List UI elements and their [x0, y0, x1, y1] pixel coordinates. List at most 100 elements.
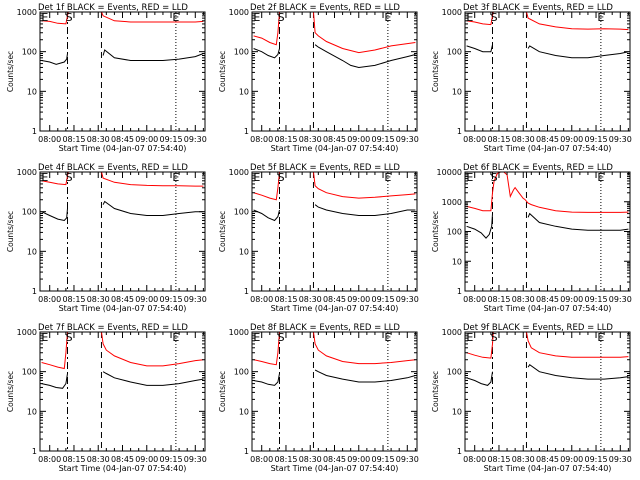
x-axis-label: Start Time (04-Jan-07 07:54:40) — [271, 464, 399, 473]
events-series-line — [253, 48, 280, 59]
y-tick-label: 1 — [32, 287, 37, 296]
events-series-line — [314, 369, 416, 383]
y-tick-label: 100 — [447, 368, 462, 377]
lld-series-line — [101, 172, 204, 187]
series-group — [466, 172, 629, 239]
x-tick-label: 09:15 — [371, 455, 394, 464]
x-tick-label: 09:15 — [159, 455, 182, 464]
lld-series-line — [101, 12, 204, 23]
x-axis-label: Start Time (04-Jan-07 07:54:40) — [484, 144, 612, 153]
marker-s: S — [491, 171, 498, 184]
chart-panel-7: Det 7f BLACK = Events, RED = LLD 1 10 100 10… — [6, 323, 207, 473]
x-tick-label: 08:15 — [274, 135, 297, 144]
lld-series-line — [466, 12, 494, 26]
y-tick-label: 10 — [239, 407, 249, 416]
x-tick-label: 09:15 — [584, 295, 607, 304]
y-tick-label: 1000 — [442, 198, 462, 207]
y-tick-label: 1000 — [17, 328, 37, 337]
x-tick-label: 08:00 — [250, 135, 273, 144]
series-group — [253, 172, 416, 222]
event-lines — [67, 332, 177, 451]
x-tick-label: 08:00 — [463, 135, 486, 144]
marker-s: S — [66, 331, 73, 344]
series-group — [466, 12, 629, 59]
events-series-line — [527, 45, 629, 59]
x-tick-label: 08:45 — [536, 295, 559, 304]
y-tick-label: 10000 — [437, 168, 462, 177]
panel-title: Det 8f BLACK = Events, RED = LLD — [250, 323, 400, 333]
series-group — [41, 172, 204, 222]
marker-e: E — [172, 171, 179, 184]
plot-frame — [464, 11, 631, 132]
y-axis-label: Counts/sec — [6, 371, 15, 412]
y-tick-label: 100 — [234, 208, 249, 217]
x-tick-label: 09:00 — [135, 295, 158, 304]
x-tick-label: 09:30 — [184, 455, 207, 464]
lld-series-line — [253, 172, 280, 201]
y-tick-label: 100 — [234, 368, 249, 377]
x-tick-label: 09:00 — [560, 135, 583, 144]
x-tick-label: 09:00 — [560, 455, 583, 464]
x-tick-label: 09:00 — [135, 135, 158, 144]
y-tick-label: 1000 — [442, 328, 462, 337]
panel-title: Det 3f BLACK = Events, RED = LLD — [463, 3, 613, 13]
x-tick-label: 08:15 — [274, 455, 297, 464]
x-tick-label: 08:15 — [62, 135, 85, 144]
y-tick-label: 10 — [452, 407, 462, 416]
x-tick-label: 08:45 — [323, 135, 346, 144]
events-series-line — [314, 44, 416, 69]
marker-s: S — [278, 11, 285, 24]
events-series-line — [41, 208, 68, 222]
x-tick-label: 08:30 — [299, 455, 322, 464]
lld-series-line — [524, 199, 629, 213]
x-tick-label: 08:00 — [38, 455, 61, 464]
marker-e: E — [384, 11, 391, 24]
x-tick-label: 09:15 — [584, 455, 607, 464]
marker-e: E — [597, 11, 604, 24]
panel-title: Det 7f BLACK = Events, RED = LLD — [38, 323, 188, 333]
panel-title: Det 1f BLACK = Events, RED = LLD — [38, 3, 188, 13]
x-tick-label: 08:45 — [536, 135, 559, 144]
lld-series-line — [466, 172, 526, 212]
plot-frame — [39, 331, 206, 452]
panel-title: Det 9f BLACK = Events, RED = LLD — [463, 323, 613, 333]
lld-series-line — [526, 332, 629, 358]
series-group — [253, 12, 416, 69]
x-axis-label: Start Time (04-Jan-07 07:54:40) — [271, 144, 399, 153]
y-tick-label: 10 — [239, 247, 249, 256]
x-tick-label: 09:15 — [159, 295, 182, 304]
y-tick-label: 1 — [457, 127, 462, 136]
y-tick-label: 100 — [447, 228, 462, 237]
lld-series-line — [41, 12, 69, 25]
panel-title: Det 4f BLACK = Events, RED = LLD — [38, 163, 188, 173]
x-tick-label: 09:00 — [347, 455, 370, 464]
marker-s: S — [278, 171, 285, 184]
x-tick-label: 08:45 — [323, 455, 346, 464]
series-group — [41, 332, 204, 389]
events-series-line — [527, 363, 629, 380]
x-tick-label: 09:30 — [609, 455, 632, 464]
chart-panel-8: Det 8f BLACK = Events, RED = LLD 1 10 100 10… — [218, 323, 419, 473]
y-tick-label: 10 — [239, 87, 249, 96]
y-axis-label: Counts/sec — [218, 51, 227, 92]
events-series-line — [102, 200, 204, 216]
x-tick-label: 08:00 — [38, 135, 61, 144]
y-axis-label: Counts/sec — [6, 211, 15, 252]
lld-series-line — [466, 332, 494, 359]
y-axis-label: Counts/sec — [431, 371, 440, 412]
chart-panel-9: Det 9f BLACK = Events, RED = LLD 1 10 100 10… — [431, 323, 632, 473]
chart-panel-2: Det 2f BLACK = Events, RED = LLD 1 10 100 10… — [218, 3, 419, 153]
y-tick-label: 1 — [244, 287, 249, 296]
x-axis-label: Start Time (04-Jan-07 07:54:40) — [484, 464, 612, 473]
series-group — [466, 332, 629, 386]
marker-e: E — [597, 171, 604, 184]
lld-series-line — [526, 12, 629, 31]
events-series-line — [466, 44, 493, 53]
y-axis-label: Counts/sec — [218, 211, 227, 252]
x-tick-label: 08:15 — [62, 455, 85, 464]
lld-series-line — [253, 12, 280, 46]
y-tick-label: 100 — [22, 48, 37, 57]
x-tick-label: 09:00 — [347, 295, 370, 304]
events-series-line — [41, 53, 68, 65]
x-tick-label: 08:15 — [487, 455, 510, 464]
